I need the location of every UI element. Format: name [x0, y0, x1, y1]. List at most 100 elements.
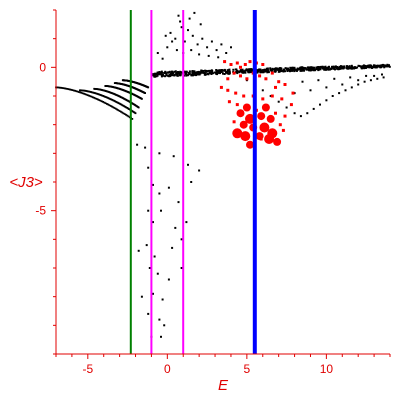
band-point: [361, 67, 363, 70]
branch-point: [112, 106, 115, 109]
band-point: [381, 64, 384, 67]
band-point: [336, 67, 339, 70]
scatter-point: [147, 312, 150, 315]
band-point: [263, 70, 266, 73]
band-point: [332, 66, 334, 69]
red-point: [257, 112, 266, 121]
scatter-point: [301, 80, 304, 83]
band-point: [311, 67, 314, 70]
branch-point: [89, 95, 92, 98]
band-point: [284, 70, 286, 73]
branch-point: [69, 88, 71, 91]
scatter-point: [230, 46, 232, 49]
scatter-point: [179, 20, 182, 23]
scatter-point: [349, 76, 352, 79]
scatter-point: [171, 40, 174, 43]
scatter-point: [161, 57, 164, 60]
red-point: [234, 91, 238, 95]
band-point: [285, 68, 288, 71]
branch-point: [113, 107, 116, 109]
scatter-point: [153, 255, 156, 258]
red-point: [270, 94, 274, 98]
branch-point: [88, 94, 90, 97]
red-point: [289, 103, 293, 107]
scatter-point: [169, 31, 172, 34]
red-point: [273, 137, 282, 146]
band-point: [262, 71, 265, 74]
band-point: [269, 69, 272, 72]
scatter-point: [167, 278, 170, 281]
band-point: [186, 74, 189, 77]
branch-point: [80, 91, 83, 94]
branch-point: [122, 112, 125, 115]
red-point: [226, 88, 230, 92]
red-point: [246, 140, 254, 149]
scatter-point: [293, 92, 296, 95]
scatter-point: [187, 163, 189, 166]
scatter-point: [152, 221, 154, 224]
band-point: [155, 72, 158, 75]
scatter-point: [185, 221, 188, 224]
band-point: [227, 72, 230, 75]
band-point: [294, 68, 296, 71]
branch-point: [120, 110, 122, 113]
band-point: [266, 71, 269, 74]
red-point: [248, 60, 252, 64]
branch-point: [116, 108, 118, 111]
branch-point: [81, 89, 84, 92]
scatter-point: [382, 76, 385, 79]
branch-point: [128, 116, 131, 119]
branch-point: [100, 100, 103, 103]
band-point: [176, 73, 179, 76]
branch-point: [111, 99, 114, 101]
band-point: [272, 68, 275, 71]
band-point: [325, 68, 328, 71]
band-point: [279, 68, 282, 71]
scatter-point: [172, 155, 175, 158]
band-point: [185, 74, 188, 77]
branch-point: [131, 110, 134, 113]
band-point: [210, 73, 213, 75]
scatter-point: [225, 52, 228, 54]
band-point: [341, 66, 344, 68]
axis-ticks: -5 0 5 10 0 -5: [35, 9, 391, 376]
scatter-point: [148, 267, 151, 269]
branch-point: [97, 98, 99, 101]
band-point: [277, 68, 280, 71]
band-point: [310, 69, 313, 72]
branch-point: [64, 87, 66, 90]
branch-point: [103, 101, 106, 104]
branch-point: [118, 110, 121, 112]
x-tick-label: 10: [320, 362, 334, 376]
band-point: [305, 68, 308, 71]
band-point: [289, 67, 292, 70]
scatter-point: [369, 79, 372, 82]
scatter-point: [220, 43, 223, 46]
band-point: [379, 66, 382, 69]
branch-point: [90, 95, 93, 98]
y-tick-label: 0: [39, 60, 46, 74]
branch-point: [131, 118, 134, 120]
band-point: [260, 69, 263, 72]
band-point: [313, 66, 316, 69]
scatter-point: [196, 43, 199, 46]
branch-point: [76, 90, 79, 93]
scatter-point: [277, 100, 280, 103]
branch-point: [109, 105, 112, 107]
band-point: [164, 75, 166, 78]
band-point: [299, 68, 302, 71]
branch-point: [94, 97, 97, 100]
x-tick-label: 5: [244, 362, 251, 376]
band-point: [208, 71, 211, 74]
scatter-point: [156, 52, 159, 54]
band-point: [296, 67, 299, 70]
band-point: [346, 65, 348, 68]
band-point: [210, 71, 213, 74]
band-point: [199, 72, 202, 75]
band-point: [265, 69, 268, 71]
band-point: [302, 66, 305, 69]
red-point: [229, 63, 233, 66]
band-point: [222, 72, 224, 75]
band-point: [188, 72, 191, 75]
scatter-point: [177, 14, 180, 17]
